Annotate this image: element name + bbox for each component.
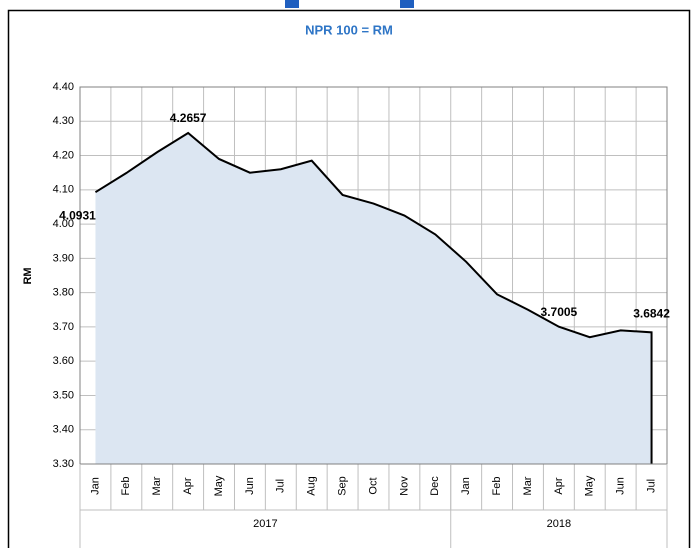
area <box>95 133 652 465</box>
y-tick-label: 3.60 <box>53 355 74 367</box>
y-tick-label: 3.40 <box>53 424 74 436</box>
y-tick-label: 4.40 <box>53 81 74 93</box>
y-axis-label: RM <box>22 267 34 284</box>
y-tick-label: 4.10 <box>53 184 74 196</box>
chart-title: NPR 100 = RM <box>305 22 393 37</box>
y-tick-label: 3.70 <box>53 321 74 333</box>
data-label: 3.7005 <box>541 305 578 319</box>
y-tick-label: 4.30 <box>53 115 74 127</box>
x-tick-label: Mar <box>522 476 534 495</box>
plot-border <box>79 86 668 465</box>
data-label: 4.0931 <box>59 208 96 222</box>
x-tick-label: Apr <box>182 477 194 494</box>
x-tick-label: Aug <box>306 476 318 496</box>
x-tick-label: Jul <box>645 479 657 493</box>
y-tick-label: 3.30 <box>53 458 74 470</box>
x-tick-label: May <box>213 475 225 496</box>
x-tick-label: Jul <box>275 479 287 493</box>
x-tick-label: May <box>584 475 596 496</box>
heading-fragment <box>400 0 414 8</box>
data-label: 4.2657 <box>170 111 207 125</box>
y-tick-label: 4.00 <box>53 218 74 230</box>
heading-fragment <box>285 0 299 8</box>
x-tick-label: Nov <box>398 476 410 496</box>
x-tick-label: Jan <box>89 477 101 495</box>
data-label: 3.6842 <box>633 306 670 320</box>
line <box>94 131 653 464</box>
group-label: 2017 <box>253 518 277 530</box>
x-tick-label: Feb <box>120 477 132 496</box>
x-tick-label: Jun <box>615 477 627 495</box>
y-tick-label: 3.80 <box>53 287 74 299</box>
y-tick-label: 4.20 <box>53 149 74 161</box>
x-tick-label: Jun <box>244 477 256 495</box>
y-tick-label: 3.90 <box>53 252 74 264</box>
x-tick-label: Jan <box>460 477 472 495</box>
x-tick-label: Dec <box>429 476 441 496</box>
x-tick-label: Sep <box>337 476 349 496</box>
x-tick-label: Oct <box>367 477 379 494</box>
x-tick-label: Feb <box>491 477 503 496</box>
y-tick-label: 3.50 <box>53 389 74 401</box>
x-tick-label: Mar <box>151 476 163 495</box>
x-tick-label: Apr <box>553 477 565 494</box>
group-label: 2018 <box>547 518 571 530</box>
